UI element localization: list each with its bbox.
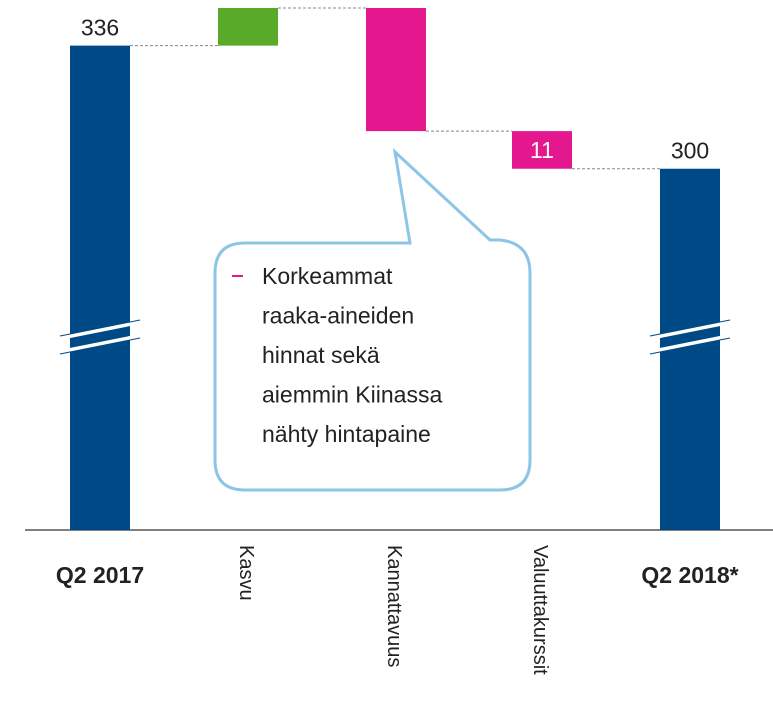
callout — [213, 147, 532, 492]
bar — [512, 131, 572, 169]
x-tick-label: Q2 2017 — [56, 562, 144, 588]
bar — [70, 45, 130, 531]
bars — [59, 7, 731, 531]
value-label: 336 — [81, 15, 119, 41]
callout-line: Korkeammat — [262, 263, 393, 289]
bar — [366, 8, 426, 132]
axis-break — [59, 320, 141, 354]
value-label: 11 — [530, 137, 554, 163]
axis-break-edge — [59, 319, 141, 355]
x-tick-label: Q2 2018* — [641, 562, 738, 588]
callout-line: hinnat sekä — [262, 342, 380, 368]
x-tick-label: Kasvu — [235, 545, 257, 601]
x-tick-label: Valuuttakurssit — [529, 545, 551, 675]
callout-line: aiemmin Kiinassa — [262, 382, 442, 408]
bar — [218, 8, 278, 46]
callout-text: Korkeammat raaka-aineiden hinnat sekä aiemm… — [262, 263, 442, 447]
x-tick-label: Kannattavuus — [383, 545, 405, 667]
axis-break — [649, 320, 731, 354]
callout-line: nähty hintapaine — [262, 421, 431, 447]
value-label: 300 — [671, 138, 709, 164]
callout-line: raaka-aineiden — [262, 303, 414, 329]
axis-break-edge — [649, 319, 731, 355]
